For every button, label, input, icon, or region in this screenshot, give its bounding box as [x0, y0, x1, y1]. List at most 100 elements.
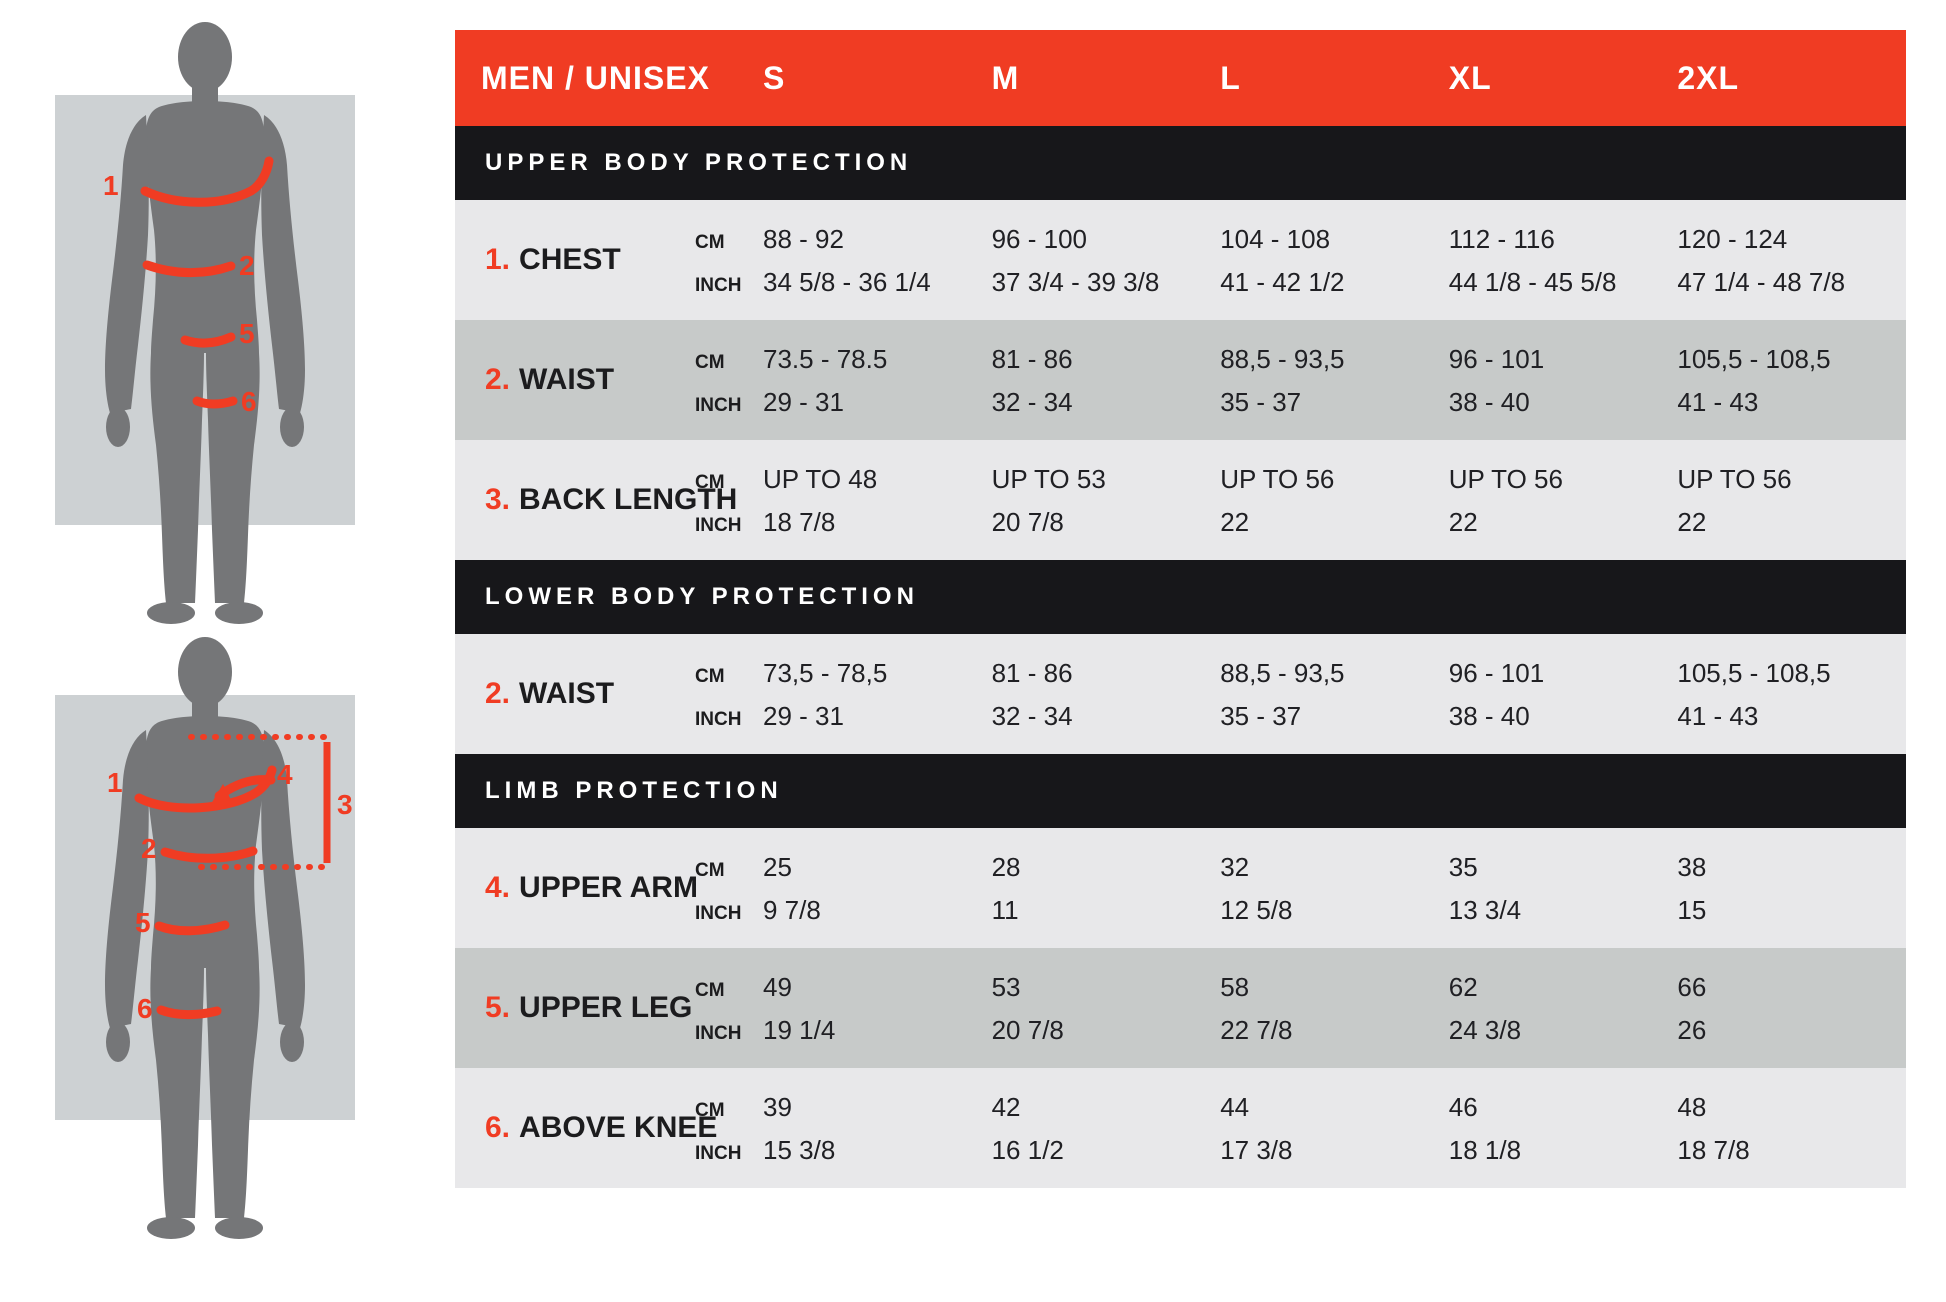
size-column-header-m: M: [991, 59, 1020, 96]
value-cell-m: 96 - 100: [991, 223, 1087, 254]
value-cell-xl: 24 3/8: [1448, 1014, 1522, 1045]
front-above-knee-measure-line: [192, 396, 238, 409]
value-cell-l: UP TO 56: [1220, 463, 1335, 494]
value-cell-s: 49: [763, 971, 792, 1002]
row-label: 6. ABOVE KNEE: [455, 1068, 717, 1188]
cm-line: CM 73.5 - 78.5 81 - 86 88,5 - 93,5 96 - …: [695, 346, 1906, 372]
front-marker-waist: 2: [239, 250, 255, 281]
value-cell-l: 22 7/8: [1220, 1014, 1293, 1045]
value-cell-l: 12 5/8: [1220, 894, 1293, 925]
value-cell-l: 58: [1220, 971, 1250, 1002]
unit-cm-label: CM: [695, 859, 725, 881]
value-cell-2xl: 41 - 43: [1677, 700, 1759, 731]
value-cell-2xl: 48: [1677, 1091, 1707, 1122]
value-cell-xl: 96 - 101: [1448, 343, 1545, 374]
front-marker-upper-leg: 5: [239, 318, 255, 349]
value-cell-l: 104 - 108: [1220, 223, 1331, 254]
row-number: 3.: [485, 483, 511, 516]
value-cell-s: 88 - 92: [763, 223, 844, 254]
row-values: CM 73.5 - 78.5 81 - 86 88,5 - 93,5 96 - …: [695, 320, 1906, 440]
inch-line: INCH 34 5/8 - 36 1/4 37 3/4 - 39 3/8 41 …: [695, 269, 1906, 295]
value-cell-l: 32: [1220, 851, 1250, 882]
back-body-illustration: 1 4 2 3 5 6: [105, 637, 353, 1239]
table-row: 1. CHEST CM 88 - 92 96 - 100 104 - 108 1…: [455, 200, 1906, 320]
value-cell-s: 29 - 31: [763, 700, 844, 731]
value-cell-l: 22: [1220, 506, 1250, 537]
value-cell-l: 44: [1220, 1091, 1250, 1122]
value-cell-2xl: 105,5 - 108,5: [1677, 657, 1831, 688]
value-cell-2xl: 41 - 43: [1677, 386, 1759, 417]
value-cell-m: 32 - 34: [991, 700, 1073, 731]
value-cell-m: 20 7/8: [991, 506, 1064, 537]
section-header: LOWER BODY PROTECTION: [455, 560, 1906, 634]
unit-cm-label: CM: [695, 979, 725, 1001]
row-values: CM 88 - 92 96 - 100 104 - 108 112 - 116 …: [695, 200, 1906, 320]
front-body-illustration: 1 2 5 6: [103, 22, 305, 624]
row-values: CM 39 42 44 46 48 INCH 15 3/8 16 1/2 17 …: [695, 1068, 1906, 1188]
value-cell-m: 16 1/2: [991, 1134, 1064, 1165]
value-cell-2xl: 66: [1677, 971, 1707, 1002]
size-column-header-xl: XL: [1448, 59, 1492, 96]
table-row: 5. UPPER LEG CM 49 53 58 62 66 INCH 19 1…: [455, 948, 1906, 1068]
row-name: WAIST: [519, 677, 615, 710]
value-cell-s: 73.5 - 78.5: [763, 343, 888, 374]
value-cell-l: 35 - 37: [1220, 700, 1302, 731]
size-table: MEN / UNISEX S M L XL 2XL UPPER BODY PRO…: [455, 30, 1906, 1188]
value-cell-xl: 18 1/8: [1448, 1134, 1522, 1165]
row-number: 5.: [485, 991, 511, 1024]
value-cell-2xl: UP TO 56: [1677, 463, 1792, 494]
unit-cm-label: CM: [695, 1099, 725, 1121]
value-cell-xl: 96 - 101: [1448, 657, 1545, 688]
row-values: CM 25 28 32 35 38 INCH 9 7/8 11 12 5/8 1…: [695, 828, 1906, 948]
value-cell-xl: 22: [1448, 506, 1478, 537]
row-number: 1.: [485, 243, 511, 276]
value-cell-s: 25: [763, 851, 792, 882]
value-cell-xl: 13 3/4: [1448, 894, 1522, 925]
value-cell-s: 15 3/8: [763, 1134, 836, 1165]
row-name: UPPER LEG: [519, 991, 693, 1024]
unit-inch-label: INCH: [695, 708, 742, 730]
cm-line: CM UP TO 48 UP TO 53 UP TO 56 UP TO 56 U…: [695, 466, 1906, 492]
row-number: 6.: [485, 1111, 511, 1144]
row-number: 4.: [485, 871, 511, 904]
back-marker-upper-leg: 5: [135, 907, 151, 938]
row-name: WAIST: [519, 363, 615, 396]
unit-inch-label: INCH: [695, 902, 742, 924]
unit-cm-label: CM: [695, 351, 725, 373]
value-cell-m: 81 - 86: [991, 343, 1073, 374]
front-waist-measure-line: [142, 260, 236, 278]
unit-inch-label: INCH: [695, 1022, 742, 1044]
value-cell-2xl: 105,5 - 108,5: [1677, 343, 1831, 374]
value-cell-s: 18 7/8: [763, 506, 836, 537]
row-number: 2.: [485, 363, 511, 396]
value-cell-m: 28: [991, 851, 1021, 882]
value-cell-l: 17 3/8: [1220, 1134, 1293, 1165]
table-row: 2. WAIST CM 73,5 - 78,5 81 - 86 88,5 - 9…: [455, 634, 1906, 754]
row-label: 1. CHEST: [455, 200, 695, 320]
figure-back-view: 1 4 2 3 5 6: [55, 630, 355, 1245]
inch-line: INCH 18 7/8 20 7/8 22 22 22: [695, 509, 1906, 535]
cm-line: CM 73,5 - 78,5 81 - 86 88,5 - 93,5 96 - …: [695, 660, 1906, 686]
value-cell-s: 73,5 - 78,5: [763, 657, 888, 688]
back-marker-back-length: 3: [337, 789, 353, 820]
inch-line: INCH 29 - 31 32 - 34 35 - 37 38 - 40 41 …: [695, 389, 1906, 415]
value-cell-xl: 112 - 116: [1448, 223, 1555, 254]
row-values: CM UP TO 48 UP TO 53 UP TO 56 UP TO 56 U…: [695, 440, 1906, 560]
value-cell-s: 34 5/8 - 36 1/4: [763, 266, 931, 297]
front-upper-leg-measure-line: [180, 332, 236, 348]
back-marker-chest: 1: [107, 767, 123, 798]
back-above-knee-measure-line: [156, 1005, 222, 1020]
unit-inch-label: INCH: [695, 394, 742, 416]
unit-cm-label: CM: [695, 231, 725, 253]
value-cell-xl: 46: [1448, 1091, 1478, 1122]
size-column-header-s: S: [763, 59, 786, 96]
cm-line: CM 49 53 58 62 66: [695, 974, 1906, 1000]
value-cell-xl: 38 - 40: [1448, 386, 1530, 417]
row-label: 2. WAIST: [455, 320, 695, 440]
value-cell-l: 88,5 - 93,5: [1220, 343, 1345, 374]
value-cell-m: 81 - 86: [991, 657, 1073, 688]
back-upper-leg-measure-line: [154, 920, 230, 936]
table-row: 2. WAIST CM 73.5 - 78.5 81 - 86 88,5 - 9…: [455, 320, 1906, 440]
table-row: 4. UPPER ARM CM 25 28 32 35 38 INCH 9 7/…: [455, 828, 1906, 948]
value-cell-s: 19 1/4: [763, 1014, 836, 1045]
